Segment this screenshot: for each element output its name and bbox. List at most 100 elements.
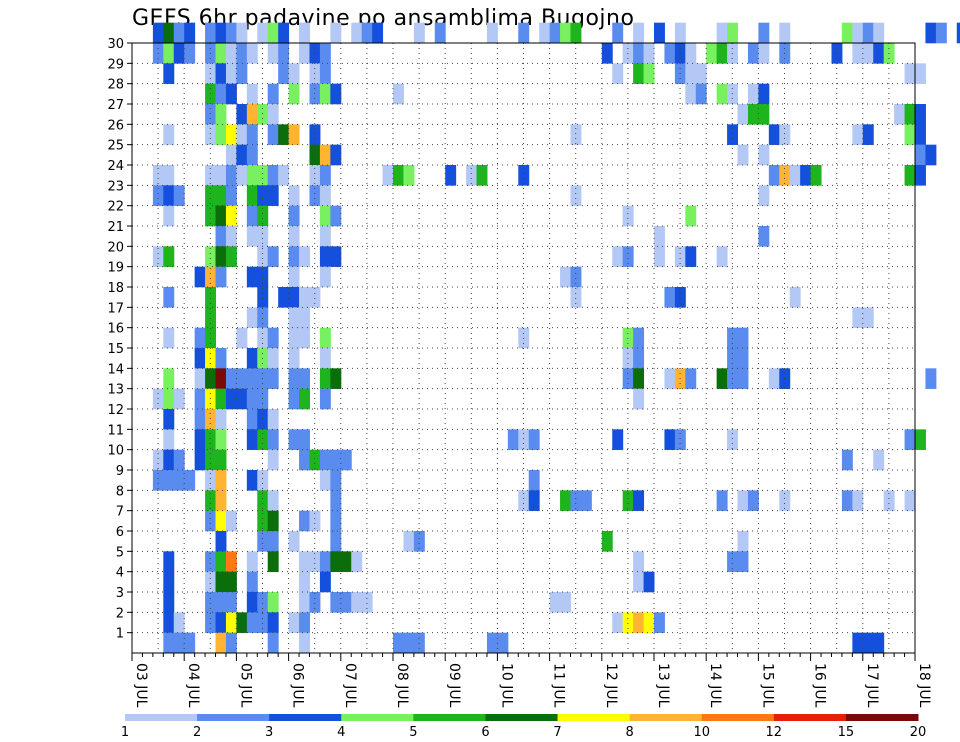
heatmap-cell bbox=[330, 83, 342, 105]
legend-swatch bbox=[341, 714, 414, 721]
heatmap-cell bbox=[205, 327, 217, 349]
heatmap-cell bbox=[152, 22, 164, 44]
heatmap-cell bbox=[215, 226, 227, 247]
heatmap-cell bbox=[758, 185, 770, 206]
heatmap-cell bbox=[570, 185, 582, 206]
heatmap-cell bbox=[267, 124, 279, 145]
heatmap-cell bbox=[497, 632, 509, 654]
legend-swatch bbox=[557, 714, 631, 721]
heatmap-cell bbox=[288, 63, 300, 84]
heatmap-cell bbox=[695, 63, 707, 84]
heatmap-cell bbox=[288, 287, 300, 308]
heatmap-cell bbox=[163, 368, 175, 389]
heatmap-cell bbox=[288, 612, 300, 633]
heatmap-cell bbox=[309, 124, 321, 145]
heatmap-cell bbox=[152, 165, 164, 186]
heatmap-cell bbox=[841, 490, 853, 511]
grid-lines bbox=[131, 42, 916, 653]
heatmap-cell bbox=[685, 246, 697, 267]
heatmap-cell bbox=[267, 348, 279, 369]
heatmap-cell bbox=[173, 43, 185, 64]
heatmap-cell bbox=[246, 266, 258, 288]
heatmap-cell bbox=[299, 368, 310, 389]
heatmap-cell bbox=[810, 165, 822, 186]
heatmap-cell bbox=[351, 22, 363, 44]
heatmap-cell bbox=[278, 43, 290, 64]
heatmap-cell bbox=[257, 307, 269, 328]
heatmap-cell bbox=[215, 571, 227, 593]
heatmap-cell bbox=[518, 490, 530, 511]
heatmap-cell bbox=[215, 22, 227, 44]
heatmap-cell bbox=[706, 43, 718, 64]
heatmap-cell bbox=[215, 510, 227, 532]
heatmap-cell bbox=[915, 63, 926, 84]
heatmap-cell bbox=[862, 43, 874, 64]
heatmap-cell bbox=[622, 327, 634, 349]
heatmap-cell bbox=[267, 246, 279, 267]
y-tick-label: 10 bbox=[107, 444, 124, 459]
heatmap-cell bbox=[643, 571, 655, 593]
heatmap-cell bbox=[267, 409, 279, 430]
heatmap-cell bbox=[361, 592, 373, 613]
heatmap-cell bbox=[163, 287, 175, 308]
heatmap-cell bbox=[257, 266, 269, 288]
heatmap-cell bbox=[727, 22, 739, 44]
y-tick-label: 11 bbox=[107, 423, 124, 438]
heatmap-cell bbox=[267, 185, 279, 206]
heatmap-cell bbox=[288, 348, 300, 369]
y-tick-label: 17 bbox=[107, 301, 124, 316]
heatmap-cell bbox=[601, 43, 613, 64]
heatmap-cell bbox=[288, 266, 300, 288]
heatmap-cell bbox=[309, 165, 321, 186]
heatmap-cell bbox=[267, 592, 279, 613]
heatmap-cell bbox=[173, 632, 185, 654]
heatmap-cell bbox=[580, 490, 592, 511]
heatmap-cell bbox=[215, 429, 227, 450]
heatmap-cell bbox=[215, 63, 227, 84]
heatmap-cell bbox=[163, 22, 175, 44]
heatmap-cell bbox=[194, 368, 206, 389]
heatmap-cell bbox=[267, 632, 279, 654]
heatmap-cell bbox=[695, 83, 707, 105]
heatmap-cell bbox=[925, 22, 937, 44]
heatmap-cell bbox=[205, 592, 217, 613]
heatmap-cell bbox=[257, 510, 269, 532]
heatmap-cell bbox=[278, 22, 290, 44]
heatmap-cell bbox=[674, 22, 686, 44]
heatmap-cell bbox=[309, 144, 321, 166]
heatmap-cell bbox=[257, 490, 269, 511]
heatmap-cell bbox=[299, 307, 310, 328]
heatmap-cell bbox=[299, 327, 310, 349]
heatmap-cell bbox=[299, 632, 310, 654]
heatmap-cell bbox=[215, 551, 227, 572]
heatmap-cell bbox=[768, 165, 780, 186]
heatmap-cell bbox=[319, 449, 331, 471]
heatmap-cell bbox=[215, 205, 227, 227]
heatmap-cell bbox=[267, 327, 279, 349]
heatmap-cell bbox=[299, 592, 310, 613]
y-tick-label: 21 bbox=[107, 220, 124, 235]
heatmap-cell bbox=[163, 470, 175, 491]
heatmap-cell bbox=[267, 531, 279, 552]
heatmap-cell bbox=[225, 632, 237, 654]
heatmap-cell bbox=[654, 226, 665, 247]
heatmap-cell bbox=[215, 449, 227, 471]
heatmap-cell bbox=[236, 612, 248, 633]
heatmap-cell bbox=[278, 124, 290, 145]
heatmap-cell bbox=[716, 368, 728, 389]
y-tick-label: 3 bbox=[116, 586, 124, 601]
heatmap-cell bbox=[747, 83, 759, 105]
y-tick-label: 2 bbox=[116, 606, 124, 621]
heatmap-cell bbox=[309, 551, 321, 572]
heatmap-cell bbox=[852, 43, 864, 64]
heatmap-cell bbox=[351, 592, 363, 613]
y-tick-label: 30 bbox=[107, 37, 124, 52]
heatmap-cell bbox=[393, 83, 404, 105]
heatmap-cell bbox=[288, 124, 300, 145]
heatmap-cell bbox=[288, 83, 300, 105]
heatmap-cell bbox=[299, 551, 310, 572]
heatmap-cell bbox=[915, 144, 926, 166]
heatmap-cell bbox=[622, 612, 634, 633]
heatmap-cell bbox=[173, 612, 185, 633]
heatmap-cell bbox=[873, 449, 885, 471]
